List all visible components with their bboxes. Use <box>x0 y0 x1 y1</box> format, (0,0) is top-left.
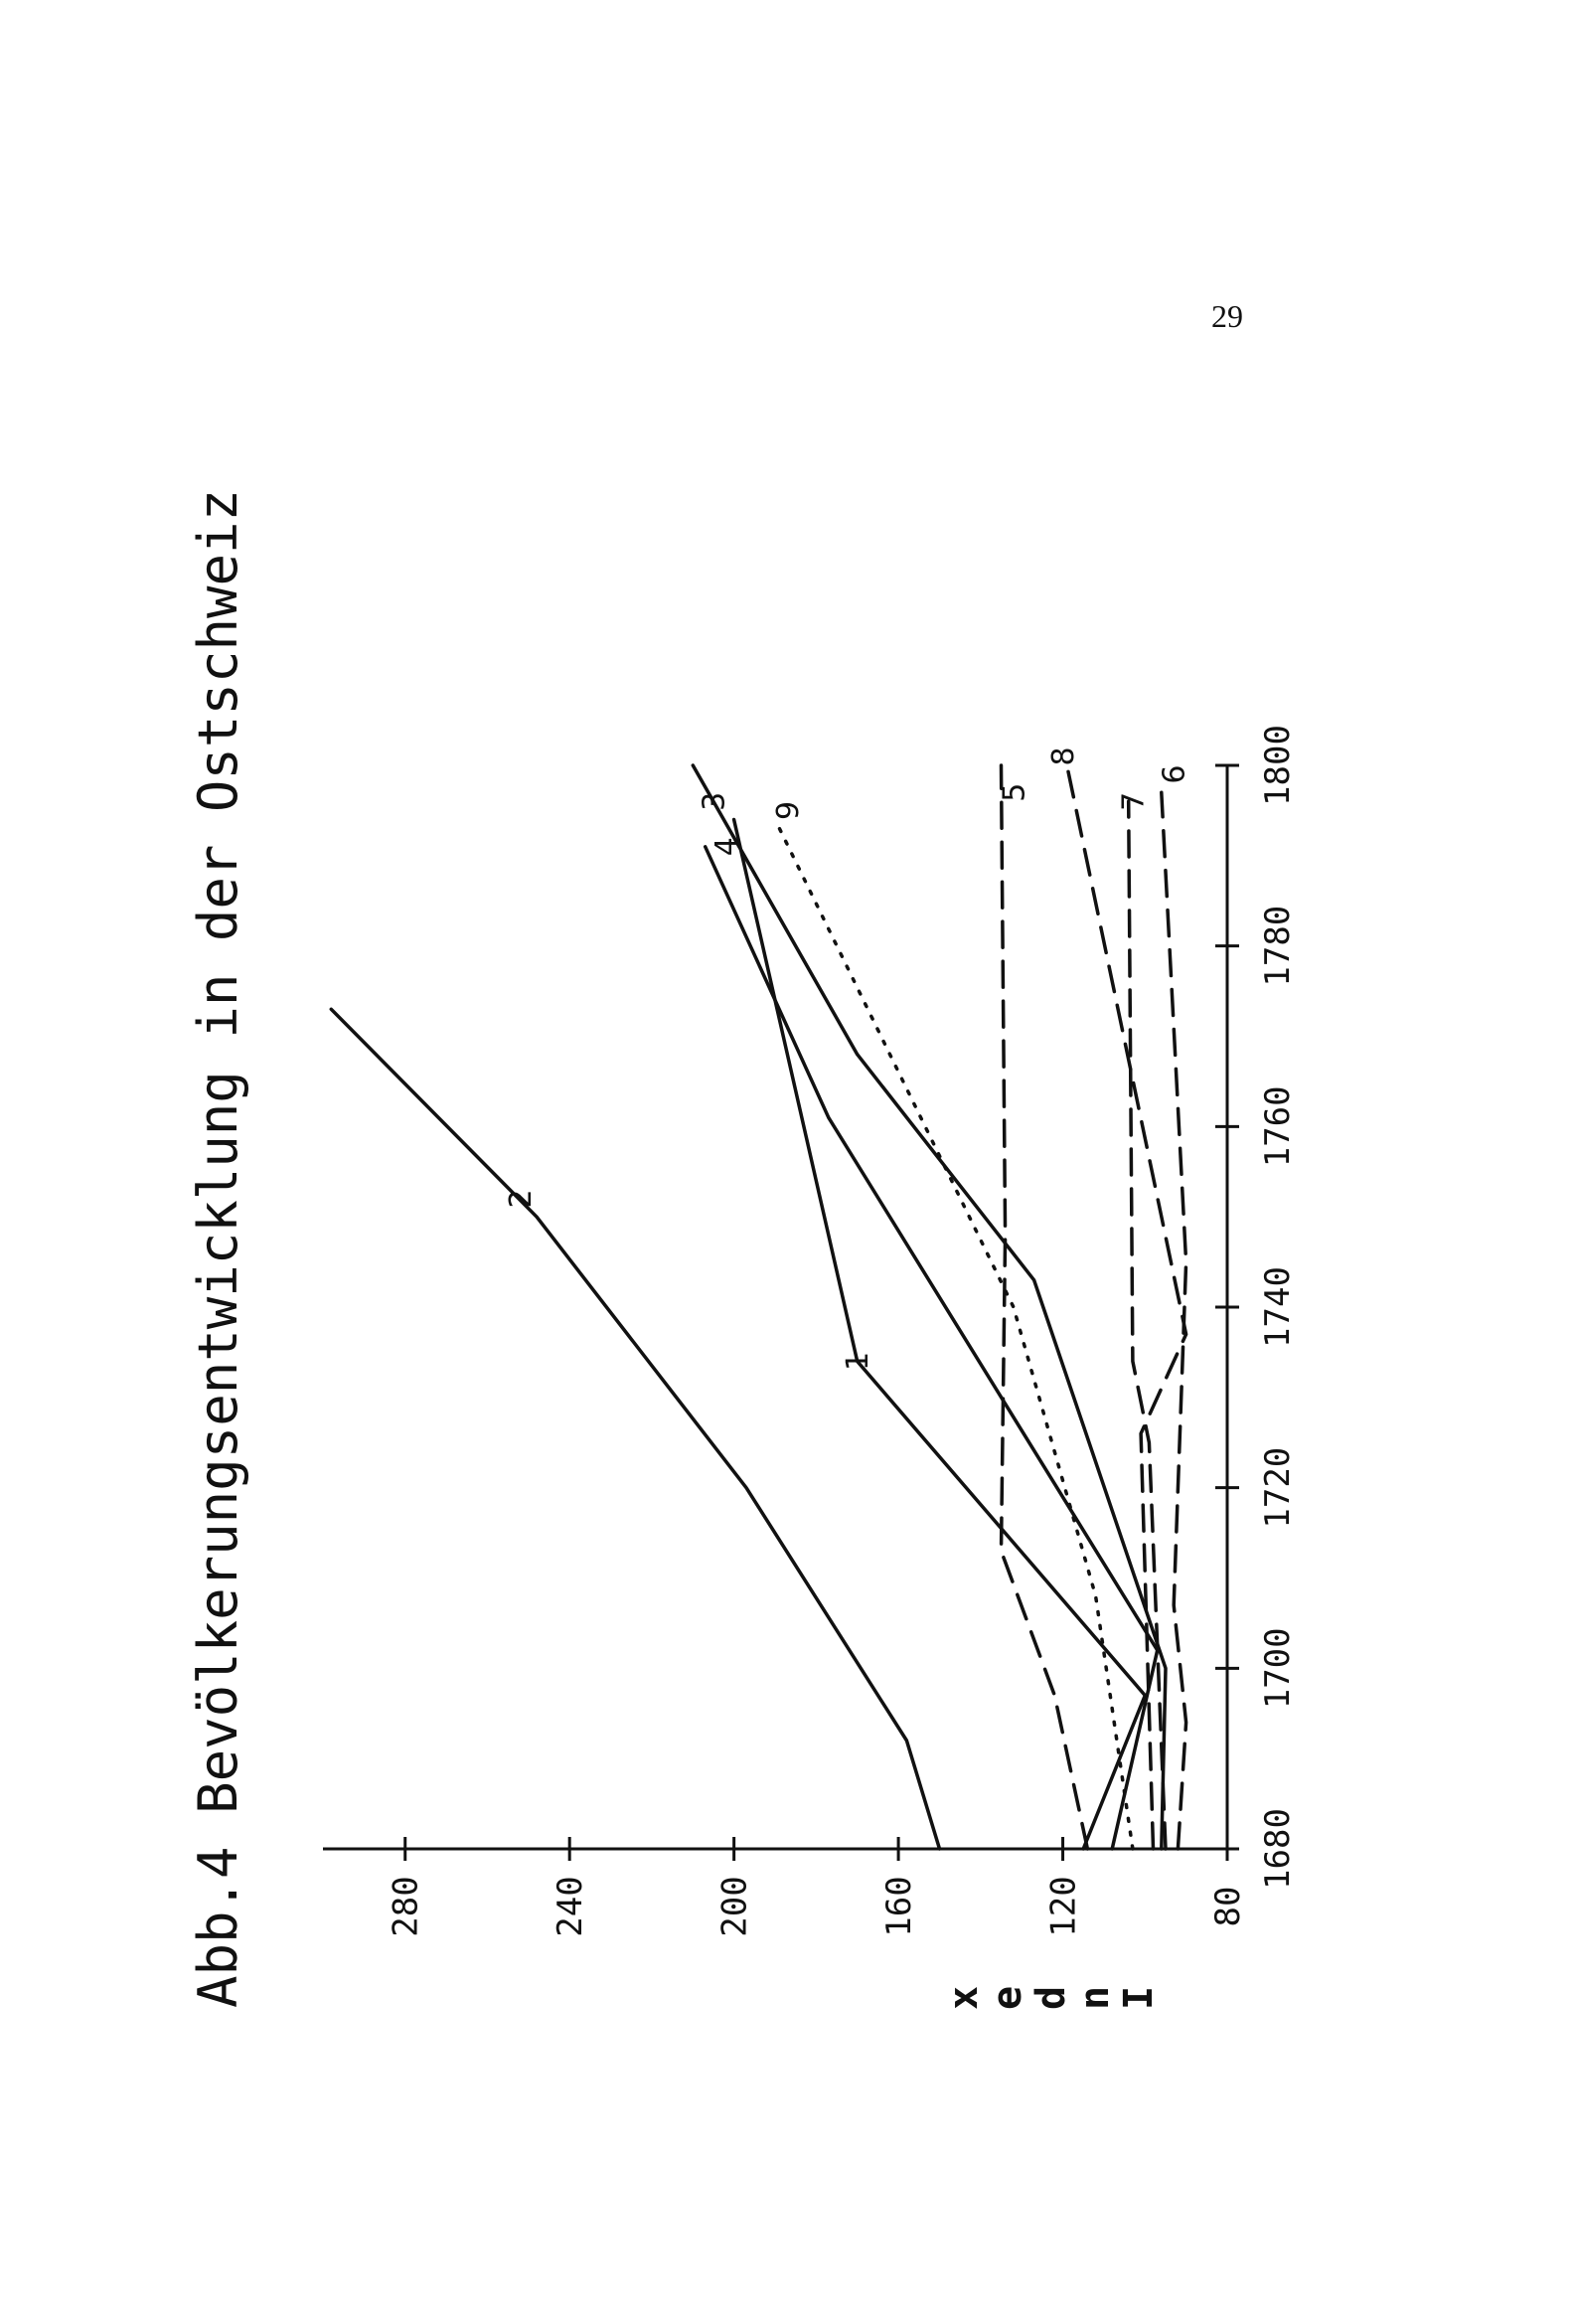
x-axis-ticks: 1680 1700 1720 1740 1760 1780 1800 <box>1215 725 1298 1890</box>
series-line-1 <box>731 817 1148 1851</box>
series-label-3: 3 <box>697 792 731 811</box>
series-label-4: 4 <box>710 837 744 856</box>
y-axis-ticks: 80 120 160 200 240 280 <box>387 1837 1248 1937</box>
chart-title: Abb.4 Bevölkerungsentwicklung in der Ost… <box>187 489 249 2008</box>
series-line-6 <box>1160 790 1188 1851</box>
x-tick-label: 1720 <box>1258 1447 1298 1529</box>
series-line-5 <box>999 763 1090 1851</box>
series-line-9 <box>773 817 1135 1851</box>
axes <box>323 765 1229 1851</box>
series-line-7 <box>1126 799 1168 1851</box>
series-line-2 <box>329 1007 942 1851</box>
series-label-9: 9 <box>771 801 806 820</box>
page-number: 29 <box>1211 298 1243 334</box>
series-line-8 <box>1064 763 1188 1851</box>
y-axis-label-letter: d <box>1028 1986 1074 2010</box>
y-tick-label: 240 <box>551 1876 590 1936</box>
y-axis-label-letter: e <box>985 1986 1030 2010</box>
x-tick-label: 1780 <box>1258 906 1298 987</box>
series-labels: 1 2 3 4 5 67 8 9 <box>504 747 1192 1371</box>
y-tick-label: 160 <box>879 1876 919 1936</box>
x-tick-label: 1700 <box>1258 1627 1298 1709</box>
x-tick-label: 1800 <box>1258 725 1298 806</box>
y-tick-label: 200 <box>715 1876 755 1936</box>
series-line-4 <box>703 845 1160 1851</box>
y-tick-label: 120 <box>1043 1876 1083 1936</box>
y-axis-label-letter: x <box>941 1986 987 2010</box>
y-axis-label-letter: n <box>1072 1986 1118 2010</box>
x-tick-label: 1680 <box>1258 1808 1298 1890</box>
series-label-6: 6 <box>1158 765 1192 784</box>
x-tick-label: 1760 <box>1258 1085 1298 1167</box>
series-label-1: 1 <box>841 1352 875 1371</box>
y-tick-label: 280 <box>387 1876 426 1936</box>
y-axis-label-letter: I <box>1116 1986 1162 2010</box>
x-tick-label: 1740 <box>1258 1266 1298 1348</box>
series-label-8: 8 <box>1046 747 1081 765</box>
series-label-5: 5 <box>997 783 1031 802</box>
y-tick-label: 80 <box>1208 1887 1248 1927</box>
series-line-3 <box>691 763 1168 1851</box>
series-label-2: 2 <box>504 1189 539 1208</box>
series-layer <box>329 763 1188 1851</box>
series-label-7: 7 <box>1116 792 1151 811</box>
